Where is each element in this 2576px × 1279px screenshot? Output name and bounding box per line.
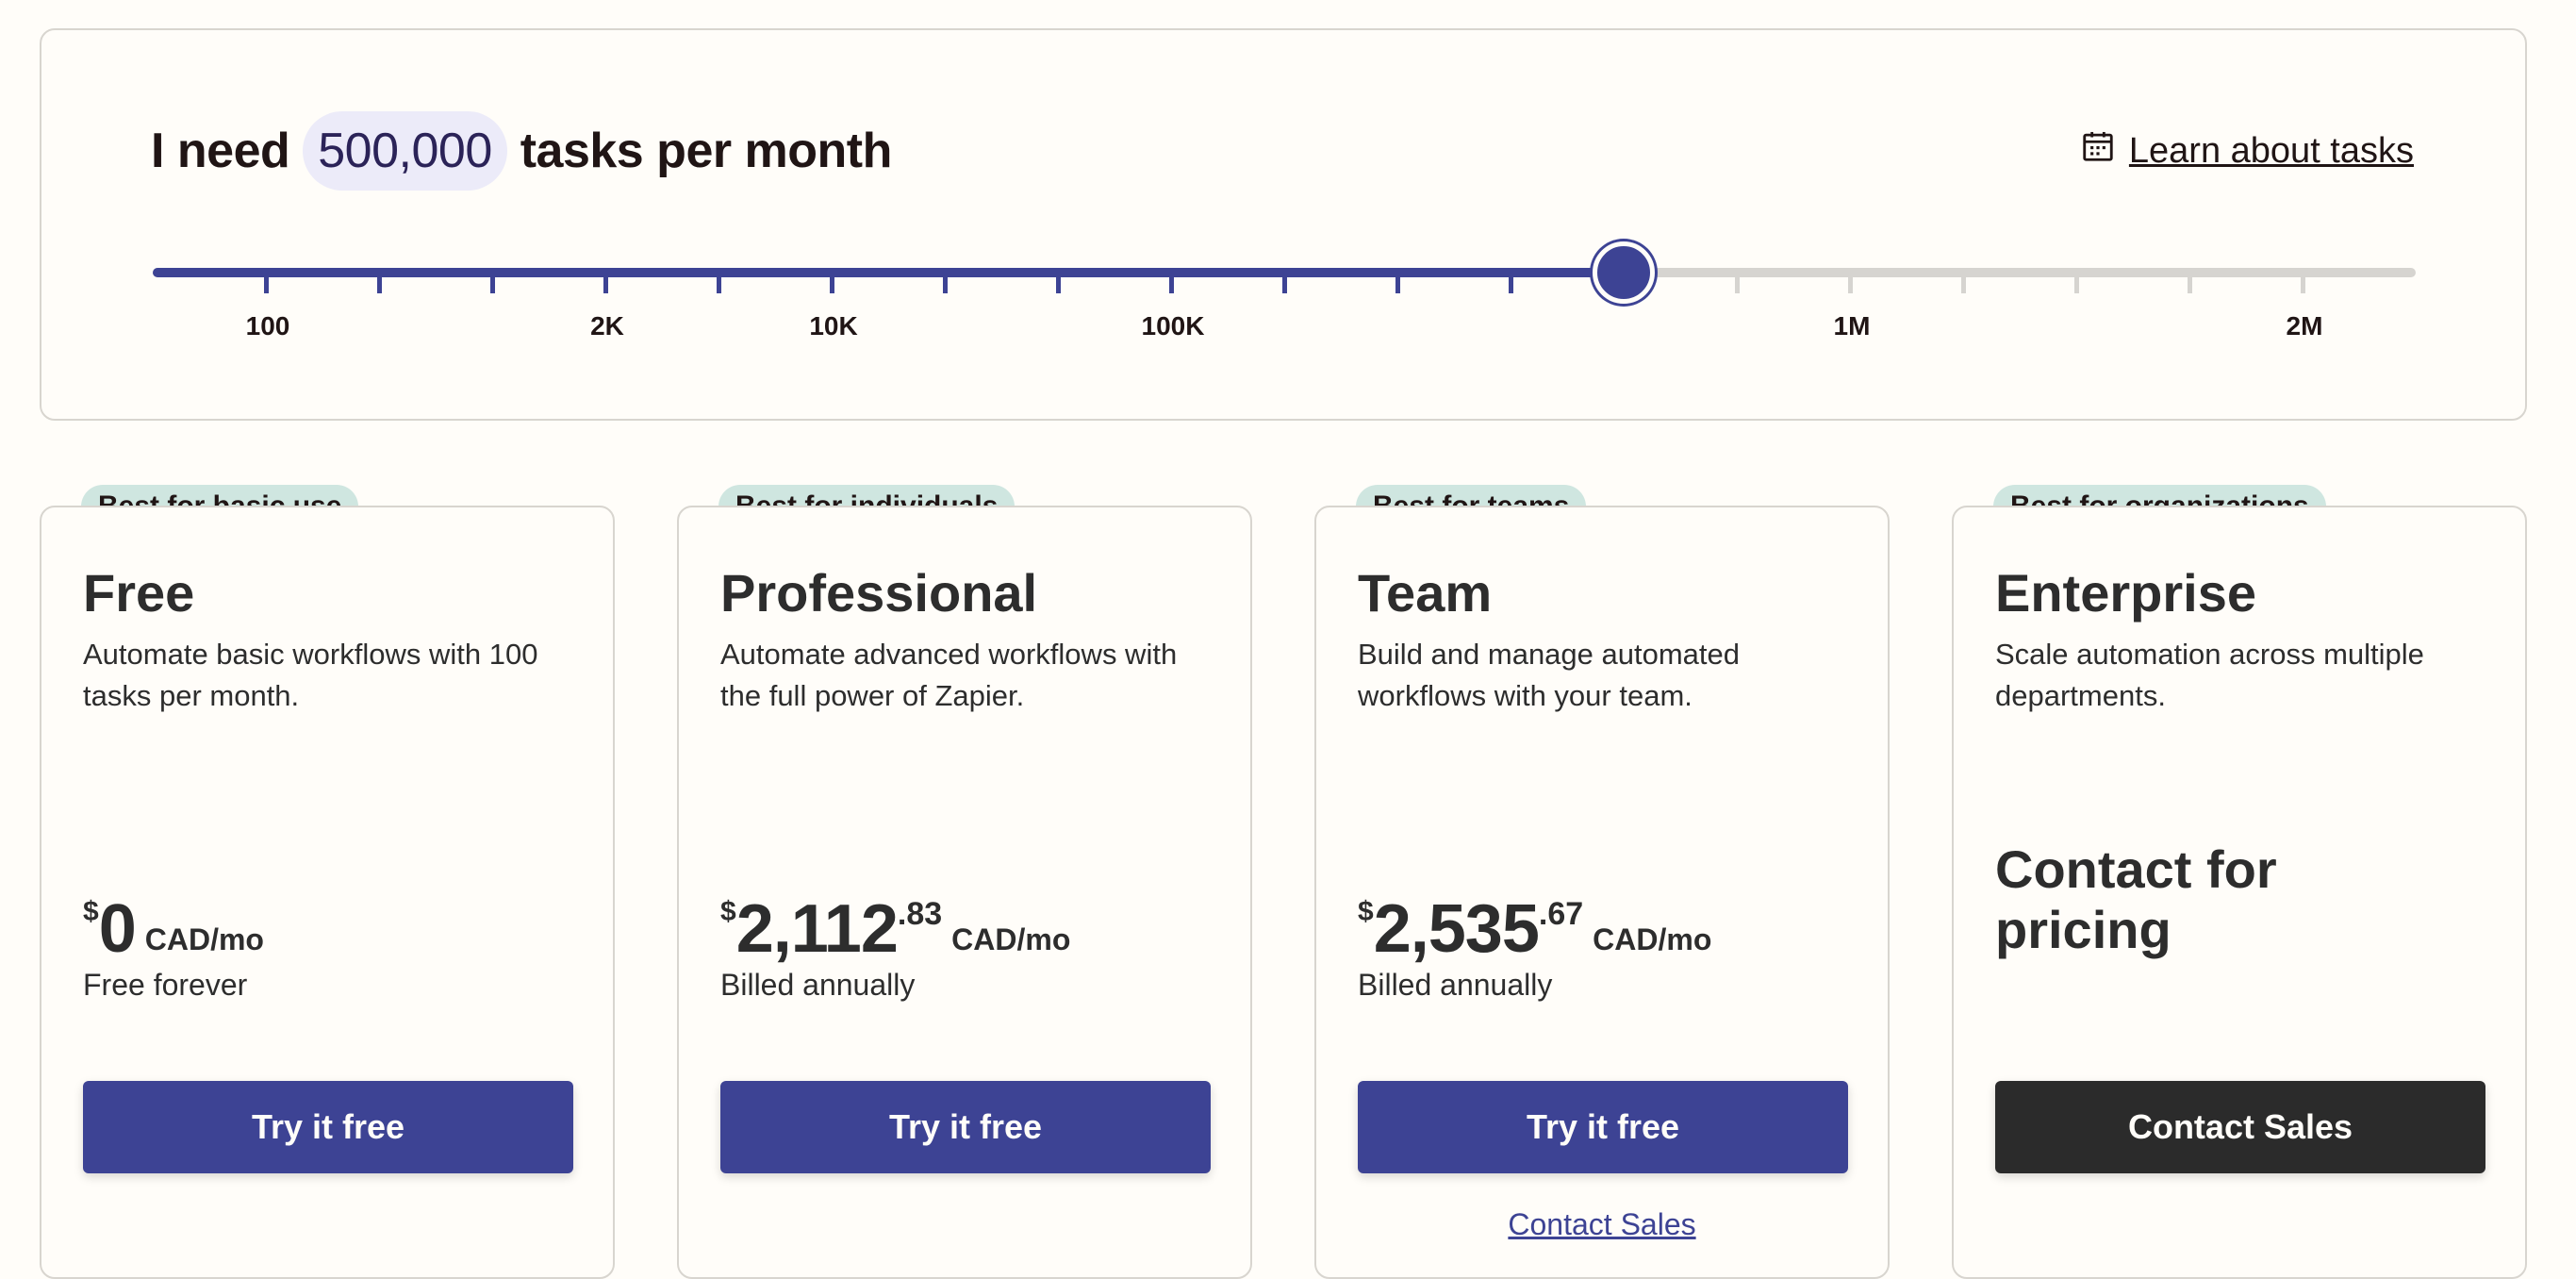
plan-name: Professional [720,563,1038,623]
plan-price: $ 2,535 .67 CAD/mo [1358,892,1711,966]
plan-name: Enterprise [1995,563,2256,623]
plan-description: Automate basic workflows with 100 tasks … [83,638,538,712]
plan-description: Build and manage automated workflows wit… [1358,638,1741,712]
tick-label-1m: 1M [1833,311,1871,341]
price-cents: .67 [1538,896,1584,932]
task-slider-card: I need 500,000 tasks per month Learn abo… [40,28,2527,421]
price-amount: 0 [98,891,137,967]
slider-thumb[interactable] [1593,241,1655,304]
slider-tick [942,273,948,293]
plan-card-team: Team Build and manage automated workflow… [1314,506,1890,1279]
slider-tick [1960,273,1966,293]
slider-tick [1395,273,1400,293]
plan-description: Scale automation across multiple departm… [1995,638,2424,712]
plan-card-free: Free Automate basic workflows with 100 t… [40,506,615,1279]
plan-price: $ 0 CAD/mo [83,892,264,966]
slider-tick [2300,273,2305,293]
tick-label-2k: 2K [590,311,624,341]
tick-label-2m: 2M [2286,311,2323,341]
slider-tick [716,273,721,293]
price-amount: 2,112 [735,891,899,967]
slider-tick [2187,273,2192,293]
task-count-value[interactable]: 500,000 [303,111,507,191]
slider-track[interactable] [153,241,2416,304]
billing-note: Billed annually [720,968,916,1002]
slider-tick [1847,273,1853,293]
slider-tick [829,273,834,293]
plan-description: Automate advanced workflows with the ful… [720,638,1178,712]
contact-sales-link[interactable]: Contact Sales [1508,1207,1696,1241]
price-period: CAD/mo [951,922,1071,956]
try-it-free-button[interactable]: Try it free [720,1081,1211,1173]
slider-tick [1508,273,1513,293]
try-it-free-button[interactable]: Try it free [1358,1081,1848,1173]
task-headline: I need 500,000 tasks per month [151,111,892,191]
calendar-icon [2080,128,2116,174]
price-currency: $ [1358,896,1374,927]
plan-price: $ 2,112 .83 CAD/mo [720,892,1070,966]
plan-card-enterprise: Enterprise Scale automation across multi… [1952,506,2527,1279]
slider-tick [1734,273,1740,293]
headline-prefix: I need [151,124,290,178]
slider-tick [2073,273,2079,293]
learn-about-tasks-link[interactable]: Learn about tasks [2080,128,2414,174]
plan-name: Free [83,563,195,623]
contact-for-pricing: Contact for pricing [1995,839,2277,959]
price-cents: .83 [897,896,943,932]
plan-card-professional: Professional Automate advanced workflows… [677,506,1252,1279]
billing-note: Free forever [83,968,248,1002]
slider-tick [1168,273,1174,293]
learn-link-label: Learn about tasks [2128,130,2414,171]
plan-name: Team [1358,563,1493,623]
price-currency: $ [83,896,99,927]
contact-sales-button[interactable]: Contact Sales [1995,1081,2485,1173]
try-it-free-button[interactable]: Try it free [83,1081,573,1173]
price-amount: 2,535 [1373,891,1540,967]
tick-label-100k: 100K [1141,311,1205,341]
slider-tick [263,273,269,293]
price-currency: $ [720,896,736,927]
billing-note: Billed annually [1358,968,1553,1002]
price-period: CAD/mo [144,922,264,956]
slider-track-fill [153,268,1624,277]
slider-tick [376,273,382,293]
slider-tick [1281,273,1287,293]
tick-label-10k: 10K [809,311,858,341]
headline-suffix: tasks per month [520,124,893,178]
price-period: CAD/mo [1593,922,1712,956]
tick-label-100: 100 [245,311,290,341]
slider-tick [1055,273,1061,293]
slider-tick [489,273,495,293]
slider-tick [603,273,608,293]
